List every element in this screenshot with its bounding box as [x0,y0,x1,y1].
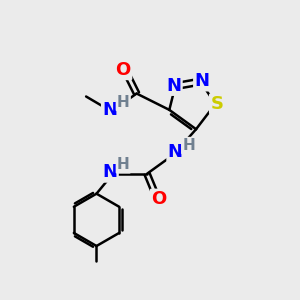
Text: H: H [117,95,130,110]
Text: N: N [102,163,117,181]
Text: O: O [151,190,166,208]
Text: N: N [194,72,209,90]
Text: N: N [102,101,117,119]
Text: H: H [182,138,195,153]
Text: H: H [117,158,130,172]
Text: O: O [116,61,131,79]
Text: N: N [168,143,183,161]
Text: N: N [166,76,181,94]
Text: S: S [210,95,224,113]
